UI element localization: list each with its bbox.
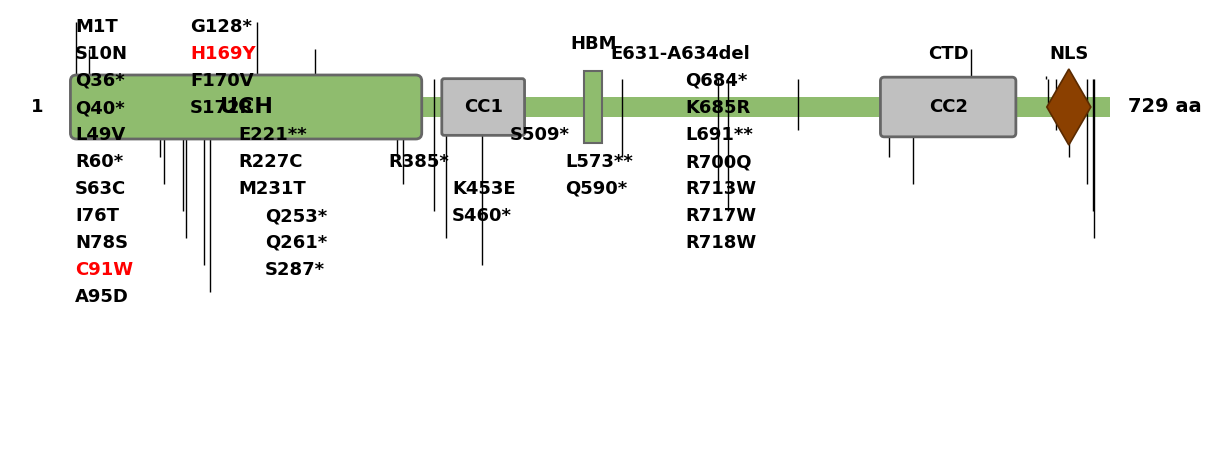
Text: 1: 1 [32, 98, 44, 116]
Text: Q261*: Q261* [265, 234, 328, 252]
Text: L691**: L691** [685, 126, 753, 144]
Text: K685R: K685R [685, 99, 750, 117]
Text: Q40*: Q40* [75, 99, 125, 117]
Text: Q590*: Q590* [565, 180, 627, 198]
Text: R227C: R227C [238, 153, 302, 171]
Text: N78S: N78S [75, 234, 128, 252]
Text: S509*: S509* [510, 126, 570, 144]
Text: C91W: C91W [75, 261, 133, 279]
FancyBboxPatch shape [585, 71, 602, 143]
Text: S172R: S172R [190, 99, 254, 117]
Text: CTD: CTD [928, 45, 969, 63]
Text: NLS: NLS [1049, 45, 1088, 63]
Text: R718W: R718W [685, 234, 756, 252]
Text: L573**: L573** [565, 153, 632, 171]
Text: S460*: S460* [453, 207, 512, 225]
Text: M1T: M1T [75, 18, 117, 36]
Text: HBM: HBM [570, 35, 616, 53]
Text: F170V: F170V [190, 72, 253, 90]
Text: 729 aa: 729 aa [1128, 97, 1202, 116]
Text: Q253*: Q253* [265, 207, 328, 225]
Text: E221**: E221** [238, 126, 307, 144]
Text: Q36*: Q36* [75, 72, 125, 90]
Text: R385*: R385* [388, 153, 449, 171]
Polygon shape [1047, 69, 1091, 145]
Text: M231T: M231T [238, 180, 306, 198]
Text: S63C: S63C [75, 180, 126, 198]
Text: R700Q: R700Q [685, 153, 751, 171]
Text: R717W: R717W [685, 207, 756, 225]
Text: R60*: R60* [75, 153, 124, 171]
Text: E631-A634del: E631-A634del [610, 45, 750, 63]
Text: S287*: S287* [265, 261, 325, 279]
Text: I76T: I76T [75, 207, 119, 225]
Text: K453E: K453E [453, 180, 516, 198]
Text: CC2: CC2 [928, 98, 967, 116]
Text: UCH: UCH [220, 97, 273, 117]
Text: CC1: CC1 [464, 98, 503, 116]
FancyBboxPatch shape [881, 77, 1016, 137]
Text: A95D: A95D [75, 288, 128, 306]
Text: G128*: G128* [190, 18, 252, 36]
Text: Q684*: Q684* [685, 72, 747, 90]
Text: S10N: S10N [75, 45, 128, 63]
Text: R713W: R713W [685, 180, 756, 198]
FancyBboxPatch shape [442, 79, 525, 135]
Text: H169Y: H169Y [190, 45, 256, 63]
FancyBboxPatch shape [71, 75, 422, 139]
FancyBboxPatch shape [76, 97, 1110, 117]
Text: L49V: L49V [75, 126, 125, 144]
